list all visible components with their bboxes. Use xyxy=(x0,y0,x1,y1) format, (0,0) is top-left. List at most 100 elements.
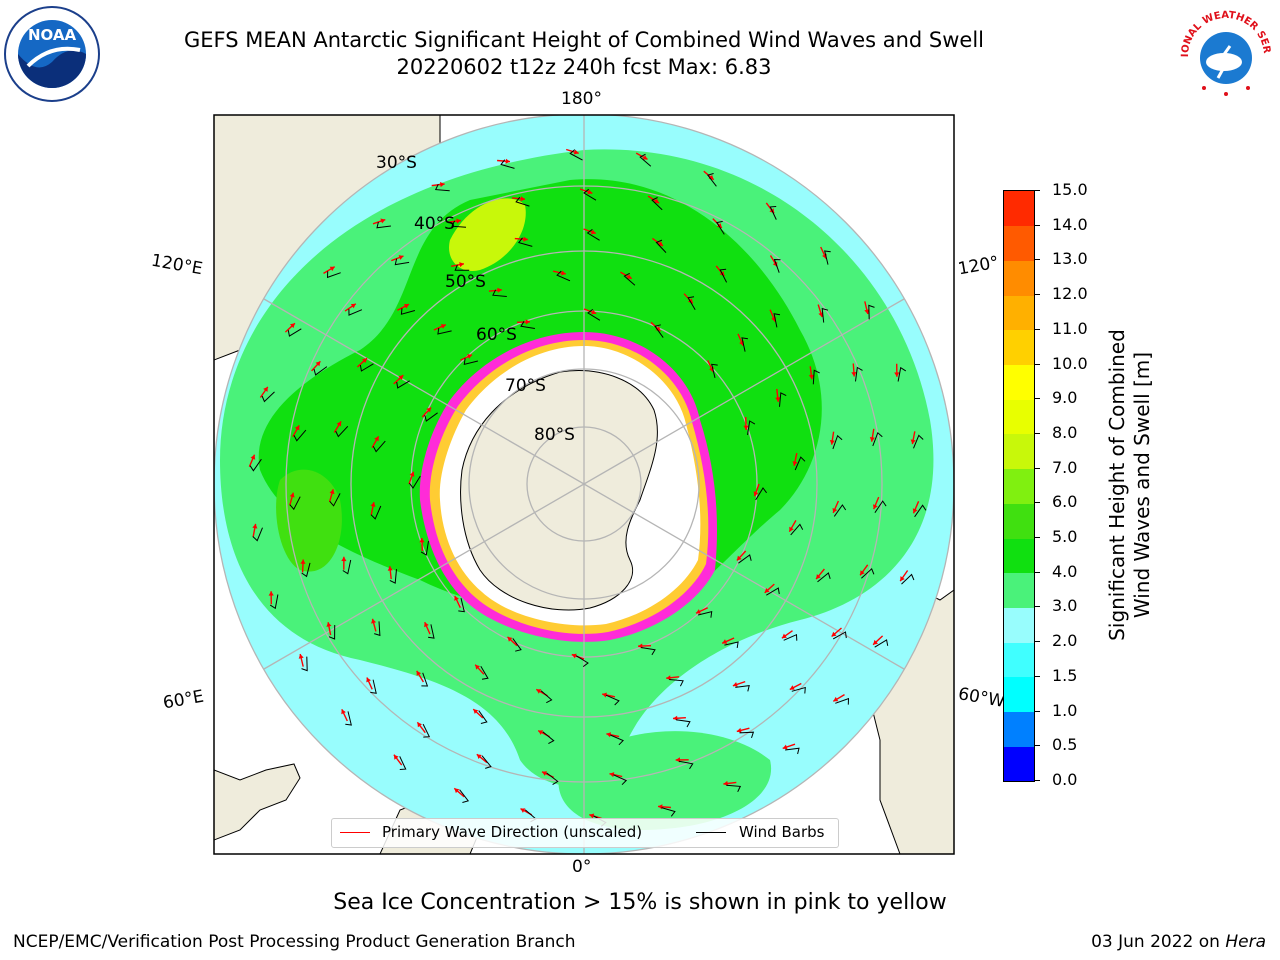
wave-arrow-head xyxy=(290,323,295,329)
wave-arrow-head xyxy=(717,223,722,228)
wind-barb xyxy=(328,624,336,640)
colorbar-segment xyxy=(1004,711,1034,747)
wave-arrow-head xyxy=(654,198,660,204)
colorbar-tick-mark xyxy=(1034,502,1040,504)
wave-arrow-head xyxy=(642,155,648,160)
wave-arrow-head xyxy=(723,780,728,786)
colorbar-tick-label: 10.0 xyxy=(1052,353,1088,373)
land-africa xyxy=(214,763,301,841)
wave-arrow-head xyxy=(525,319,530,325)
colorbar-segment xyxy=(1004,329,1034,366)
wind-barb xyxy=(252,527,263,542)
colorbar-segment xyxy=(1004,746,1034,782)
wind-barb xyxy=(342,559,352,575)
wave-arrow-head xyxy=(536,689,542,694)
wave-arrow-head xyxy=(589,813,595,819)
ocean-peak-waves xyxy=(449,198,526,271)
noaa-logo: NOAA xyxy=(4,6,100,102)
wave-arrow-head xyxy=(520,196,525,202)
wave-arrow-head xyxy=(263,386,268,392)
wind-barb xyxy=(874,639,889,648)
wave-arrow-head xyxy=(609,772,615,778)
wind-barb xyxy=(512,638,522,652)
wave-arrow-head xyxy=(454,596,459,601)
wave-arrow-head xyxy=(298,654,304,659)
wave-arrow-head xyxy=(722,639,728,644)
wave-arrow-head xyxy=(289,492,295,498)
colorbar-segment xyxy=(1004,676,1034,713)
wave-arrow-head xyxy=(398,255,404,260)
colorbar-tick-label: 2.0 xyxy=(1052,631,1078,651)
wind-barb xyxy=(289,496,301,511)
wave-arrow-head xyxy=(497,287,502,293)
colorbar-tick-label: 13.0 xyxy=(1052,249,1088,269)
wave-arrow-head xyxy=(350,303,356,309)
colorbar-tick-mark xyxy=(1034,363,1040,365)
wind-barb xyxy=(872,431,883,447)
wind-barb xyxy=(428,624,435,639)
colorbar-tick-mark xyxy=(1034,710,1040,712)
colorbar-tick-label: 9.0 xyxy=(1052,388,1078,408)
wind-barb xyxy=(669,679,684,687)
wind-barb xyxy=(249,458,262,472)
wave-arrow-head xyxy=(507,636,513,642)
wave-arrow-head xyxy=(542,771,547,776)
wave-arrow-head xyxy=(789,685,795,690)
wind-barb xyxy=(706,173,717,187)
wind-barb xyxy=(326,271,341,279)
wind-barb xyxy=(261,391,275,403)
wind-barb xyxy=(394,258,410,266)
wind-barb xyxy=(812,369,820,385)
colorbar-tick-label: 12.0 xyxy=(1052,284,1088,304)
antarctica xyxy=(419,332,718,642)
wind-barb xyxy=(741,337,748,352)
wind-barb xyxy=(651,197,663,211)
wave-arrow-head xyxy=(426,407,432,413)
colorbar-tick-label: 8.0 xyxy=(1052,422,1078,442)
wind-barb xyxy=(520,320,535,329)
wave-arrow-head xyxy=(626,274,632,279)
wind-barb xyxy=(913,434,924,449)
colorbar-tick-label: 1.5 xyxy=(1052,665,1078,685)
map-legend: Primary Wave Direction (unscaled) Wind B… xyxy=(331,818,839,848)
colorbar-tick-label: 4.0 xyxy=(1052,561,1078,581)
wind-barb xyxy=(726,784,742,793)
wave-arrow-head xyxy=(505,158,510,164)
wave-arrow-head xyxy=(743,425,749,430)
wave-arrow-head xyxy=(573,149,579,155)
wave-arrow-head xyxy=(329,489,335,495)
wave-arrow-head xyxy=(387,566,393,571)
wave-arrow-head xyxy=(591,309,597,315)
wave-arrow-head xyxy=(300,559,306,564)
wind-barb xyxy=(569,149,583,161)
wave-arrow-head xyxy=(362,358,367,363)
wind-barb xyxy=(697,611,713,618)
wind-barb xyxy=(293,429,307,442)
wave-arrow-head xyxy=(816,574,821,580)
wind-barb xyxy=(790,523,804,536)
wind-barb xyxy=(641,647,656,656)
graticule xyxy=(214,115,954,854)
wave-arrow-head xyxy=(606,732,612,738)
wave-arrow-head xyxy=(775,397,781,402)
wind-barb xyxy=(463,358,479,365)
wind-barb xyxy=(335,425,349,438)
wind-barb xyxy=(481,755,492,769)
wind-barb xyxy=(655,239,667,253)
wind-barb xyxy=(451,220,467,228)
wave-arrow-head xyxy=(268,591,274,596)
wind-barb xyxy=(546,772,559,786)
wave-arrow-head xyxy=(831,631,837,637)
colorbar-tick-mark xyxy=(1034,571,1040,573)
lat-label-80s: 80°S xyxy=(534,425,575,445)
wind-barb xyxy=(575,655,589,667)
wind-barb xyxy=(389,569,397,584)
wind-barb xyxy=(779,392,787,407)
wind-barb xyxy=(739,731,755,739)
land-antarctica xyxy=(460,370,658,611)
wind-barb xyxy=(821,307,829,323)
wave-arrow-head xyxy=(869,437,875,442)
map-frame xyxy=(213,114,955,855)
wind-barb xyxy=(459,789,470,803)
wind-barb xyxy=(832,631,847,640)
